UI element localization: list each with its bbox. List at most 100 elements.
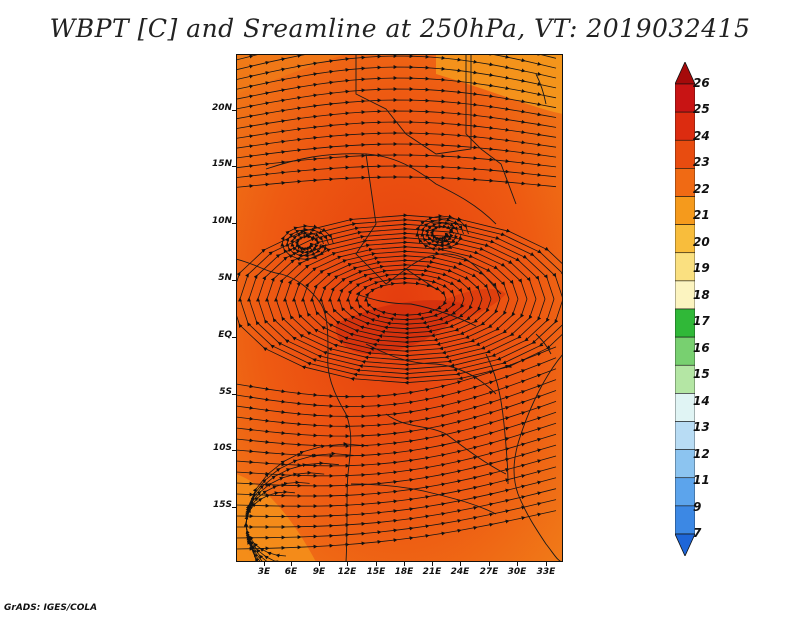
lon-label: 24E	[450, 567, 470, 577]
colorbar-label: 13	[693, 420, 710, 435]
lat-label: 5N	[218, 273, 232, 283]
lon-tick	[264, 562, 265, 566]
colorbar-label: 15	[693, 367, 710, 382]
lat-tick	[232, 507, 236, 508]
colorbar-swatch	[674, 421, 696, 450]
colorbar-label: 26	[693, 76, 710, 90]
lon-label: 12E	[337, 567, 357, 577]
colorbar-label: 16	[693, 340, 710, 355]
colorbar-label: 20	[693, 234, 710, 249]
lat-tick	[232, 166, 236, 167]
lat-label: 5S	[219, 387, 232, 397]
country-borders	[236, 54, 563, 562]
streamline	[415, 214, 469, 252]
lon-label: 15E	[366, 567, 386, 577]
lon-tick	[489, 562, 490, 566]
lon-label: 18E	[394, 567, 414, 577]
map-frame	[236, 54, 563, 562]
coastline-east	[513, 353, 563, 562]
colorbar-swatch	[674, 393, 696, 422]
streamline	[236, 175, 557, 189]
lon-tick	[460, 562, 461, 566]
lat-tick	[232, 280, 236, 281]
lat-tick	[232, 450, 236, 451]
map-panel	[236, 54, 563, 562]
lon-label: 9E	[312, 567, 326, 577]
border-car	[405, 253, 502, 295]
colorbar-label: 9	[693, 499, 702, 514]
lake-victoria	[535, 333, 552, 355]
lon-tick	[347, 562, 348, 566]
credit-text: GrADS: IGES/COLA	[4, 603, 98, 613]
colorbar-swatch	[674, 505, 696, 535]
colorbar-label: 14	[693, 393, 710, 408]
border-central	[355, 153, 437, 290]
streamline	[280, 224, 334, 262]
chart-title: WBPT [C] and Sreamline at 250hPa, VT: 20…	[49, 14, 751, 43]
colorbar-swatch	[674, 364, 696, 394]
colorbar-label: 24	[693, 128, 710, 143]
coast-red-sea	[535, 73, 547, 105]
lat-tick	[232, 110, 236, 111]
lat-label: EQ	[218, 330, 232, 340]
colorbar-max-arrow	[674, 61, 696, 85]
lon-tick	[376, 562, 377, 566]
colorbar	[674, 61, 696, 557]
lon-tick	[319, 562, 320, 566]
streamline	[236, 142, 557, 159]
lon-tick	[517, 562, 518, 566]
lon-tick	[291, 562, 292, 566]
streamline	[236, 153, 557, 169]
lon-label: 27E	[479, 567, 499, 577]
colorbar-swatch	[674, 336, 696, 366]
lat-label: 20N	[211, 103, 232, 113]
colorbar-swatch	[674, 252, 696, 282]
border-drc-south	[365, 343, 497, 395]
colorbar-swatch	[674, 168, 696, 197]
streamline	[236, 164, 557, 179]
lon-label: 21E	[422, 567, 442, 577]
streamline	[236, 131, 557, 149]
border-lakes	[485, 353, 509, 485]
streamlines	[236, 54, 563, 562]
colorbar-label: 17	[693, 314, 710, 329]
lon-label: 33E	[536, 567, 556, 577]
map-canvas	[236, 54, 563, 562]
colorbar-swatch	[674, 224, 696, 254]
colorbar-label: 19	[693, 261, 710, 276]
lon-label: 30E	[507, 567, 527, 577]
colorbar-swatch	[674, 83, 696, 113]
border-north	[355, 54, 472, 155]
colorbar-swatch	[674, 139, 696, 169]
colorbar-label: 18	[693, 287, 710, 302]
colorbar-swatch	[674, 449, 696, 479]
colorbar-label: 25	[693, 102, 710, 117]
border-congo-north	[355, 293, 477, 327]
colorbar-swatch	[674, 196, 696, 225]
colorbar-label: 22	[693, 181, 710, 196]
lat-label: 15N	[211, 159, 232, 169]
lon-tick	[404, 562, 405, 566]
border-sudan	[465, 54, 517, 205]
colorbar-canvas	[674, 61, 696, 557]
lat-label: 10N	[211, 216, 232, 226]
colorbar-swatch	[674, 477, 696, 507]
border-sahel	[265, 153, 497, 225]
lon-label: 6E	[284, 567, 298, 577]
colorbar-label: 12	[693, 446, 710, 461]
border-namibia	[350, 483, 497, 515]
colorbar-swatch	[674, 280, 696, 310]
lat-label: 10S	[212, 443, 232, 453]
colorbar-label: 7	[693, 526, 702, 540]
lat-tick	[232, 337, 236, 338]
colorbar-swatch	[674, 111, 696, 141]
lat-tick	[232, 223, 236, 224]
lat-label: 15S	[212, 500, 232, 510]
lon-tick	[432, 562, 433, 566]
lon-tick	[546, 562, 547, 566]
colorbar-label: 21	[693, 208, 710, 223]
colorbar-label: 23	[693, 155, 710, 170]
lon-label: 3E	[257, 567, 271, 577]
coastline-west	[236, 258, 352, 562]
border-angola-zambia	[385, 413, 507, 475]
